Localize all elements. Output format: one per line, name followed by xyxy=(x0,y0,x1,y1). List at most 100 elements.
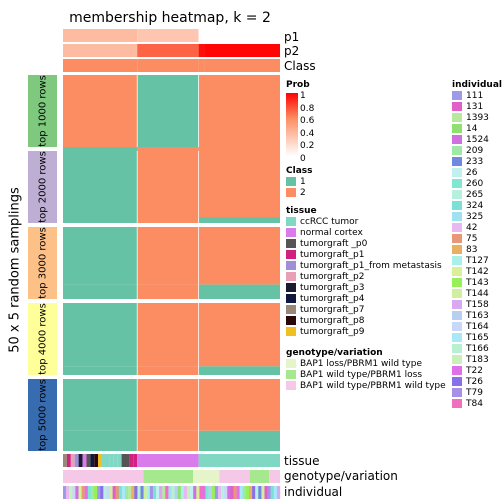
legend-individual-item: T163 xyxy=(452,310,502,321)
legend-label: tumorgraft_p9 xyxy=(300,326,365,337)
legend-label: 131 xyxy=(466,101,484,112)
legend-swatch xyxy=(286,188,296,197)
legend-label: tumorgraft_p2 xyxy=(300,271,365,282)
tissue-cell xyxy=(137,454,199,467)
legend-label: T143 xyxy=(466,277,489,288)
legend-tissue-item: normal cortex xyxy=(286,227,442,238)
heatmap-cell xyxy=(137,366,199,375)
legend-label: tumorgraft_p4 xyxy=(300,293,365,304)
legend-label: 265 xyxy=(466,189,484,200)
legend-label: T166 xyxy=(466,343,489,354)
individual-cell xyxy=(267,486,271,499)
individual-cell xyxy=(146,486,150,499)
individual-cell xyxy=(100,486,104,499)
legend-label: T164 xyxy=(466,321,489,332)
individual-cell xyxy=(208,486,212,499)
legend-individual-item: T26 xyxy=(452,376,502,387)
legend-label: T158 xyxy=(466,299,489,310)
legend-individual-item: T127 xyxy=(452,255,502,266)
heatmap-cell xyxy=(137,217,199,223)
individual-cell xyxy=(218,486,222,499)
row-group-strip-3000: top 3000 rows xyxy=(28,227,57,299)
p2-cell xyxy=(63,44,138,57)
individual-cell xyxy=(264,486,268,499)
individual-cell xyxy=(140,486,144,499)
individual-cell xyxy=(87,486,92,499)
individual-cell xyxy=(115,486,119,499)
legend-label: 75 xyxy=(466,233,478,244)
heatmap-cell xyxy=(63,303,138,367)
individual-cell xyxy=(90,486,95,499)
legend-swatch xyxy=(286,305,296,314)
heatmap-cell xyxy=(198,284,280,299)
individual-cell xyxy=(156,486,160,499)
legend-label: BAP1 wild type/PBRM1 wild type xyxy=(300,380,446,391)
legend-swatch xyxy=(452,256,462,265)
heatmap-cell xyxy=(137,75,199,147)
legend-class-item: 2 xyxy=(286,187,312,198)
chart-title: membership heatmap, k = 2 xyxy=(69,10,271,26)
genotype-cell xyxy=(219,470,250,483)
individual-cell xyxy=(137,486,141,499)
legend-swatch xyxy=(452,146,462,155)
genotype-cell xyxy=(249,470,270,483)
individual-cell xyxy=(103,486,107,499)
individual-cell xyxy=(134,486,138,499)
class-cell xyxy=(137,59,199,72)
legend-label: tumorgraft_p7 xyxy=(300,304,365,315)
individual-cell xyxy=(205,486,209,499)
legend-swatch xyxy=(286,370,296,379)
legend-swatch xyxy=(286,316,296,325)
legend-swatch xyxy=(452,135,462,144)
tissue-cell xyxy=(74,454,79,467)
legend-genotype: genotype/variation BAP1 loss/PBRM1 wild … xyxy=(286,348,446,391)
legend-swatch xyxy=(452,223,462,232)
legend-tissue-item: ccRCC tumor xyxy=(286,216,442,227)
legend-genotype-item: BAP1 loss/PBRM1 wild type xyxy=(286,358,446,369)
heatmap-cell xyxy=(63,366,138,375)
individual-cell xyxy=(165,486,169,499)
individual-cell xyxy=(66,486,70,499)
legend-label: 26 xyxy=(466,167,478,178)
legend-swatch xyxy=(452,289,462,298)
individual-cell xyxy=(177,486,181,499)
individual-cell xyxy=(221,486,225,499)
heatmap-cell xyxy=(63,227,138,285)
individual-cell xyxy=(97,486,101,499)
legend-prob-title: Prob xyxy=(286,80,310,90)
track-label-individual: individual xyxy=(284,485,343,499)
legend-individual-item: 1524 xyxy=(452,134,502,145)
legend-swatch xyxy=(452,377,462,386)
legend-tissue-item: tumorgraft _p0 xyxy=(286,238,442,249)
legend-label: 233 xyxy=(466,156,484,167)
individual-cell xyxy=(171,486,175,499)
tissue-cell xyxy=(66,454,71,467)
legend-label: 325 xyxy=(466,211,484,222)
legend-label: T127 xyxy=(466,255,489,266)
legend-swatch xyxy=(286,283,296,292)
row-group-strip-5000: top 5000 rows xyxy=(28,379,57,451)
legend-individual-item: 324 xyxy=(452,200,502,211)
individual-cell xyxy=(149,486,154,499)
heatmap-cell xyxy=(198,217,280,223)
individual-cell xyxy=(72,486,76,499)
legend-swatch xyxy=(286,261,296,270)
legend-label: 1393 xyxy=(466,112,489,123)
track-label-p1: p1 xyxy=(284,30,300,44)
legend-individual-item: 209 xyxy=(452,145,502,156)
individual-cell xyxy=(81,486,85,499)
heatmap-cell xyxy=(63,430,138,451)
individual-cell xyxy=(252,486,256,499)
legend-individual-item: T144 xyxy=(452,288,502,299)
heatmap-cell xyxy=(137,151,199,218)
individual-cell xyxy=(233,486,237,499)
legend-label: T84 xyxy=(466,398,483,409)
legend-swatch xyxy=(452,366,462,375)
legend-individual-item: 14 xyxy=(452,123,502,134)
legend-label: tumorgraft _p0 xyxy=(300,238,368,249)
heatmap-cell xyxy=(63,151,138,218)
legend-swatch xyxy=(452,234,462,243)
prob-tick: 0 xyxy=(300,153,306,164)
tissue-cell xyxy=(102,454,106,467)
